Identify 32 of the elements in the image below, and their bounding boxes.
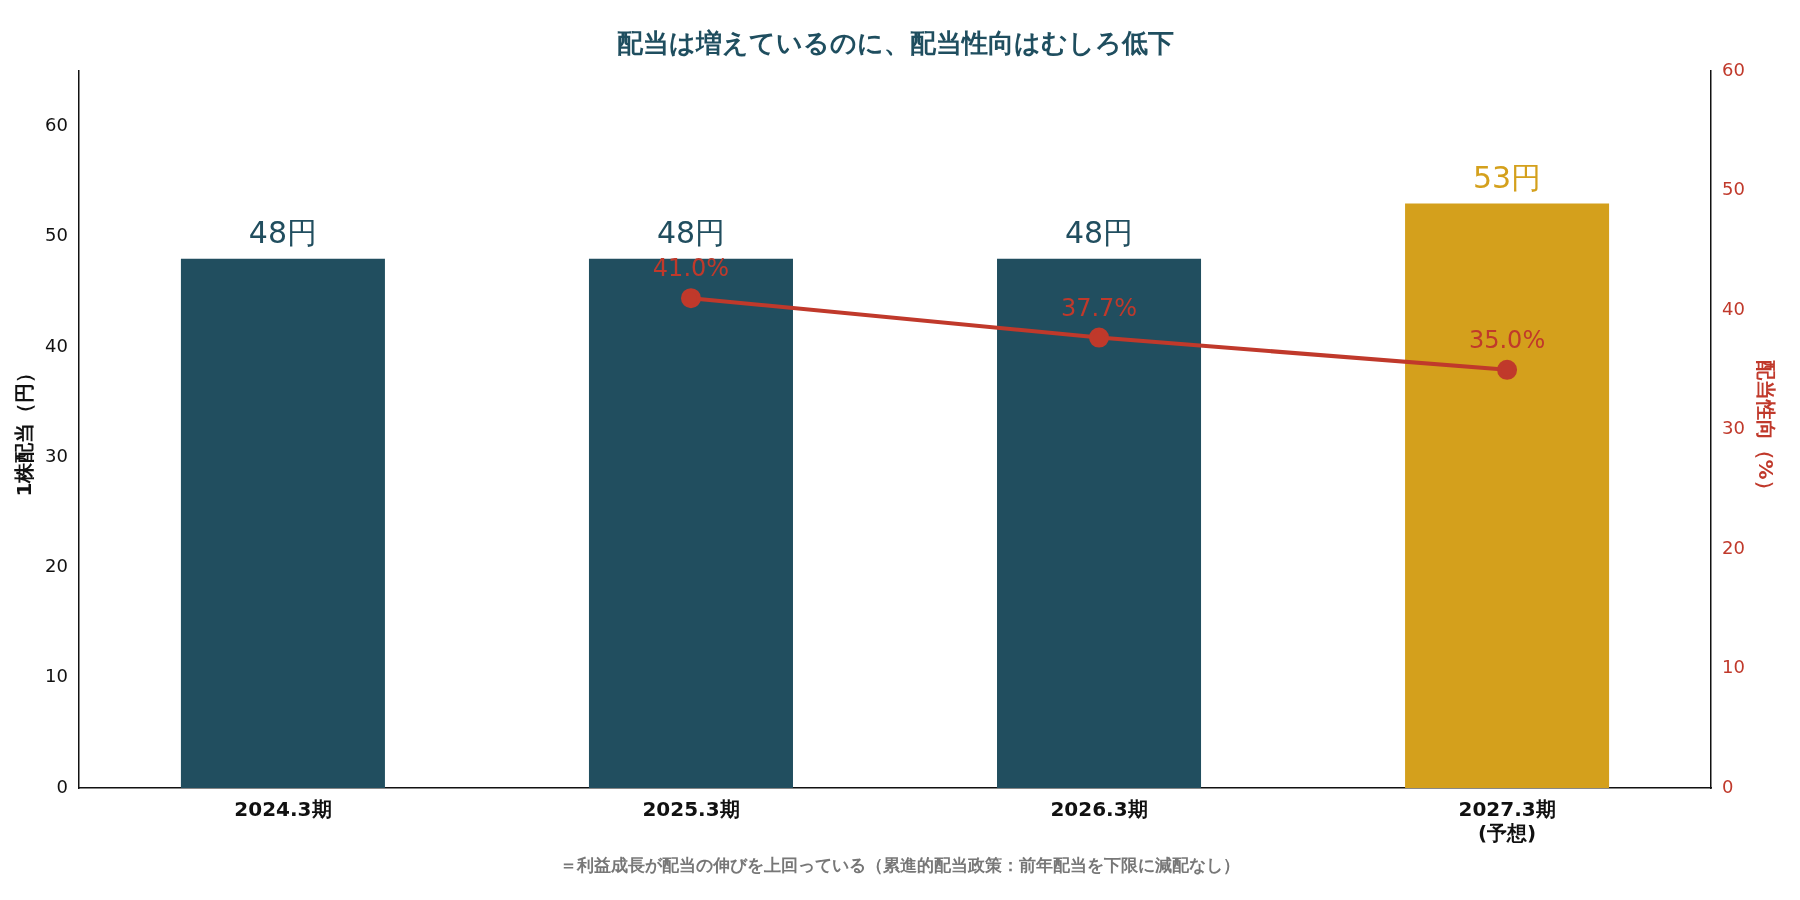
x-tick-label: 2027.3期 (予想) xyxy=(1458,797,1556,846)
data-label: 35.0% xyxy=(1468,326,1546,355)
y2-tick-label: 20 xyxy=(1722,536,1745,558)
point xyxy=(1089,327,1110,348)
data-label: 48円 xyxy=(1064,215,1134,251)
point xyxy=(1497,359,1518,380)
chart-title: 配当は増えているのに、配当性向はむしろ低下 xyxy=(616,28,1174,59)
y2-tick-label: 60 xyxy=(1722,58,1745,80)
y-tick-label: 20 xyxy=(45,555,68,577)
y-tick-label: 0 xyxy=(56,775,68,797)
data-label: 37.7% xyxy=(1060,293,1138,322)
y2-tick-label: 0 xyxy=(1722,775,1734,797)
x-tick-label: 2026.3期 xyxy=(1050,797,1148,822)
y-tick-label: 40 xyxy=(45,334,68,356)
y2-tick-label: 30 xyxy=(1722,417,1745,439)
y2-tick-label: 10 xyxy=(1722,656,1745,678)
text: ＝利益成長が配当の伸びを上回っている（累進的配当政策：前年配当を下限に減配なし） xyxy=(559,854,1241,877)
y2-axis-title: 配当性向（%） xyxy=(1753,359,1778,500)
y-tick-label: 30 xyxy=(45,444,68,466)
data-label: 48円 xyxy=(656,215,726,251)
x-tick-label: 2025.3期 xyxy=(642,797,740,822)
y-tick-label: 10 xyxy=(45,665,68,687)
data-label: 53円 xyxy=(1472,160,1542,196)
point xyxy=(680,288,701,309)
x-tick-label: 2024.3期 xyxy=(234,797,332,822)
data-label: 41.0% xyxy=(652,254,730,283)
y-axis-title: 1株配当（円） xyxy=(12,362,37,497)
y2-tick-label: 50 xyxy=(1722,178,1745,200)
y2-tick-label: 40 xyxy=(1722,297,1745,319)
y-tick-label: 50 xyxy=(45,224,68,246)
y-tick-label: 60 xyxy=(45,114,68,136)
data-label: 48円 xyxy=(248,215,318,251)
